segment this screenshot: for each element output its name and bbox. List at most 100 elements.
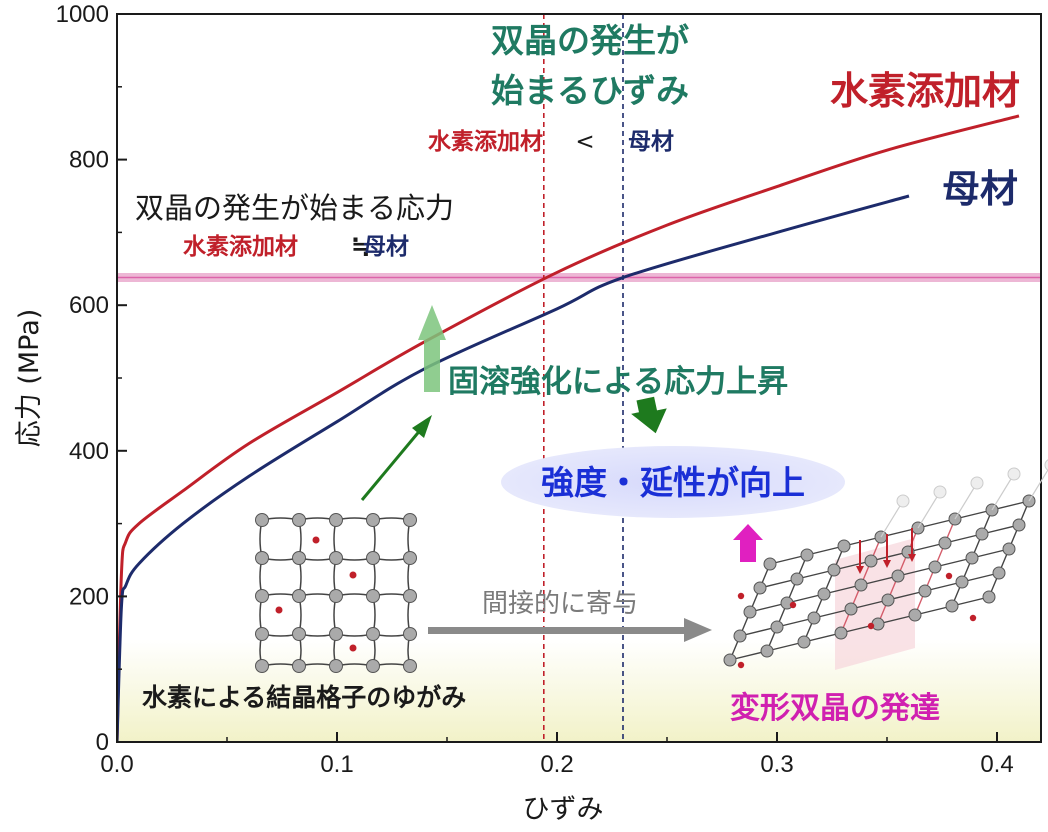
lattice-atom	[366, 659, 380, 673]
deformation-twin-illustration	[723, 459, 1048, 670]
twin-atom	[938, 536, 952, 550]
lattice-atom	[255, 551, 269, 565]
shear-arrow-head	[883, 560, 891, 568]
twin-atom	[854, 578, 868, 592]
lattice-atom	[329, 513, 343, 527]
shear-arrow-head	[908, 554, 916, 562]
lattice-atom	[329, 627, 343, 641]
x-tick-label: 0.0	[100, 751, 133, 778]
twin-atom	[800, 548, 814, 562]
y-axis-label: 応力 (MPa)	[14, 309, 45, 448]
twin-atom	[743, 605, 757, 619]
twin-faint-atom	[896, 494, 910, 508]
twin-hydrogen-atom	[737, 592, 745, 600]
twin-atom	[918, 584, 932, 598]
twin-atom	[908, 608, 922, 622]
hydrogen-atom	[275, 606, 283, 614]
twin-atom	[837, 539, 851, 553]
twin-atom	[797, 635, 811, 649]
y-tick-label: 400	[69, 438, 109, 465]
twin-atom	[733, 629, 747, 643]
y-tick-label: 0	[96, 729, 109, 756]
annotation-solid-solution: 固溶強化による応力上昇	[448, 364, 788, 400]
twin-atom	[827, 563, 841, 577]
lattice-atom	[329, 551, 343, 565]
lattice-atom	[403, 551, 417, 565]
x-axis-label: ひずみ	[523, 794, 604, 825]
twin-atom	[790, 572, 804, 586]
twin-atom	[723, 653, 737, 667]
twin-atom	[871, 617, 885, 631]
lattice-atom	[366, 513, 380, 527]
series-line-0	[117, 114, 1020, 742]
twin-atom	[992, 566, 1006, 580]
lattice-atom	[292, 551, 306, 565]
lattice-atom	[366, 589, 380, 603]
twin-atom	[975, 527, 989, 541]
lattice-atom	[366, 627, 380, 641]
annotation-twin-growth: 変形双晶の発達	[730, 691, 940, 726]
lattice-to-stress-arrow	[360, 415, 432, 501]
twin-atom	[763, 557, 777, 571]
annotation-twin-stress: 双晶の発生が始まる応力	[135, 191, 454, 225]
lattice-atom	[329, 659, 343, 673]
lattice-atom	[292, 627, 306, 641]
stress-increase-arrow	[418, 305, 446, 392]
twin-atom	[891, 569, 905, 583]
stress-compare-operator: ≒	[351, 234, 370, 260]
twin-hydrogen-atom	[945, 572, 953, 580]
distorted-lattice-illustration	[255, 513, 417, 673]
lattice-atom	[255, 627, 269, 641]
twin-hydrogen-atom	[969, 614, 977, 622]
annotation-twin-strain-line1: 双晶の発生が	[491, 21, 689, 60]
x-tick-label: 0.4	[980, 751, 1013, 778]
annotation-twin-strain-line2: 始まるひずみ	[491, 71, 689, 110]
lattice-atom	[292, 589, 306, 603]
improve-ellipse	[501, 446, 845, 518]
twin-hydrogen-atom	[867, 622, 875, 630]
lattice-atom	[403, 589, 417, 603]
lattice-atom	[403, 513, 417, 527]
twin-faint-bond	[880, 500, 904, 538]
legend-base-label: 母材	[942, 167, 1018, 211]
twin-faint-atom	[1007, 467, 1021, 481]
lattice-atom	[403, 627, 417, 641]
down-arrow-icon	[631, 396, 667, 434]
twin-atom	[1002, 542, 1016, 556]
twin-up-arrow	[733, 524, 763, 562]
twin-faint-atom	[970, 476, 984, 490]
twin-atom	[770, 620, 784, 634]
strain-compare-operator: <	[575, 129, 594, 155]
twin-atom	[928, 560, 942, 574]
lattice-atom	[292, 659, 306, 673]
twin-atom	[807, 611, 821, 625]
x-tick-label: 0.1	[320, 751, 353, 778]
twin-atom	[881, 593, 895, 607]
twin-atom	[864, 554, 878, 568]
shear-arrow-head	[856, 566, 864, 574]
lattice-atom	[255, 589, 269, 603]
twin-atom	[965, 551, 979, 565]
twin-hydrogen-atom	[737, 661, 745, 669]
y-tick-label: 800	[69, 147, 109, 174]
annotation-improve: 強度・延性が向上	[541, 463, 805, 502]
annotation-indirect: 間接的に寄与	[482, 589, 638, 619]
twin-atom	[982, 590, 996, 604]
twin-atom	[760, 644, 774, 658]
twin-faint-bond	[1028, 468, 1048, 502]
stress-compare-base: 母材	[363, 234, 409, 260]
twin-atom	[753, 581, 767, 595]
twin-faint-bond	[954, 482, 978, 520]
y-tick-label: 600	[69, 292, 109, 319]
twin-hydrogen-atom	[789, 601, 797, 609]
legend-hydrogen-label: 水素添加材	[830, 69, 1020, 113]
x-tick-label: 0.2	[540, 751, 573, 778]
y-tick-label: 1000	[56, 1, 109, 28]
hydrogen-atom	[312, 536, 320, 544]
strain-compare-base: 母材	[628, 129, 674, 155]
lattice-atom	[255, 659, 269, 673]
x-tick-label: 0.3	[760, 751, 793, 778]
twin-atom	[1012, 518, 1026, 532]
annotation-lattice-distortion: 水素による結晶格子のゆがみ	[142, 683, 466, 712]
